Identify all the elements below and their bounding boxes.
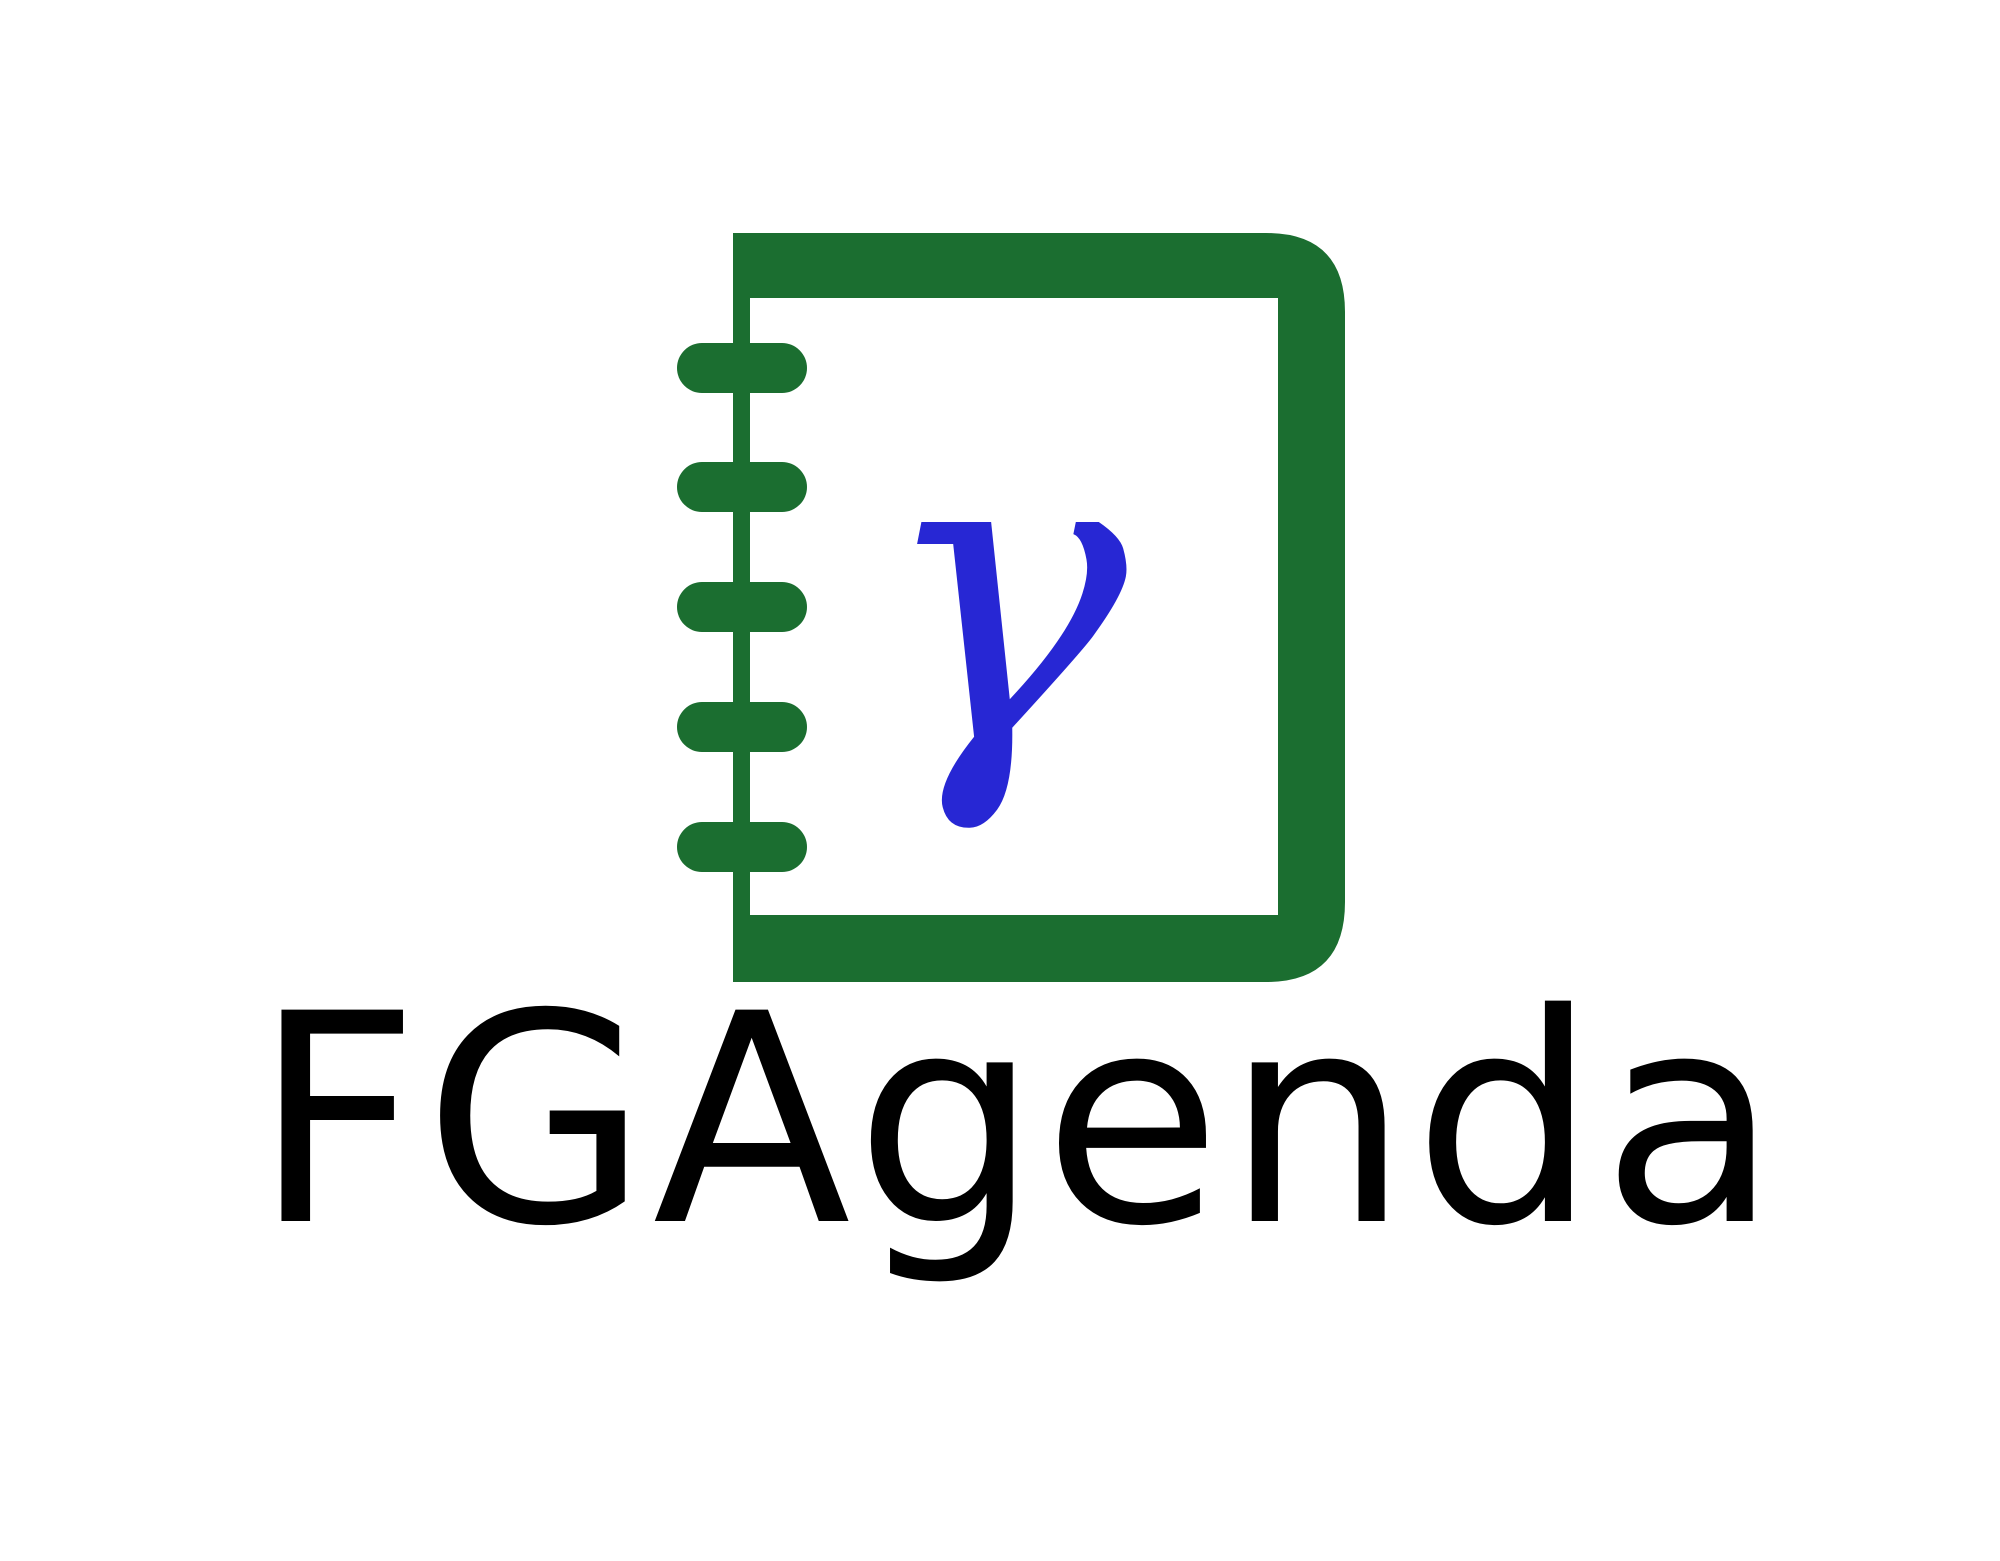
- notebook-frame: [733, 233, 1345, 982]
- brand-wordmark: FGAgenda: [253, 953, 1784, 1290]
- notebook-ring: [677, 582, 807, 632]
- notebook-ring: [677, 702, 807, 752]
- notebook-rings: [677, 343, 807, 872]
- gamma-symbol: γ: [876, 351, 1132, 840]
- notebook-ring: [677, 462, 807, 512]
- notebook-ring: [677, 822, 807, 872]
- notebook-ring: [677, 343, 807, 393]
